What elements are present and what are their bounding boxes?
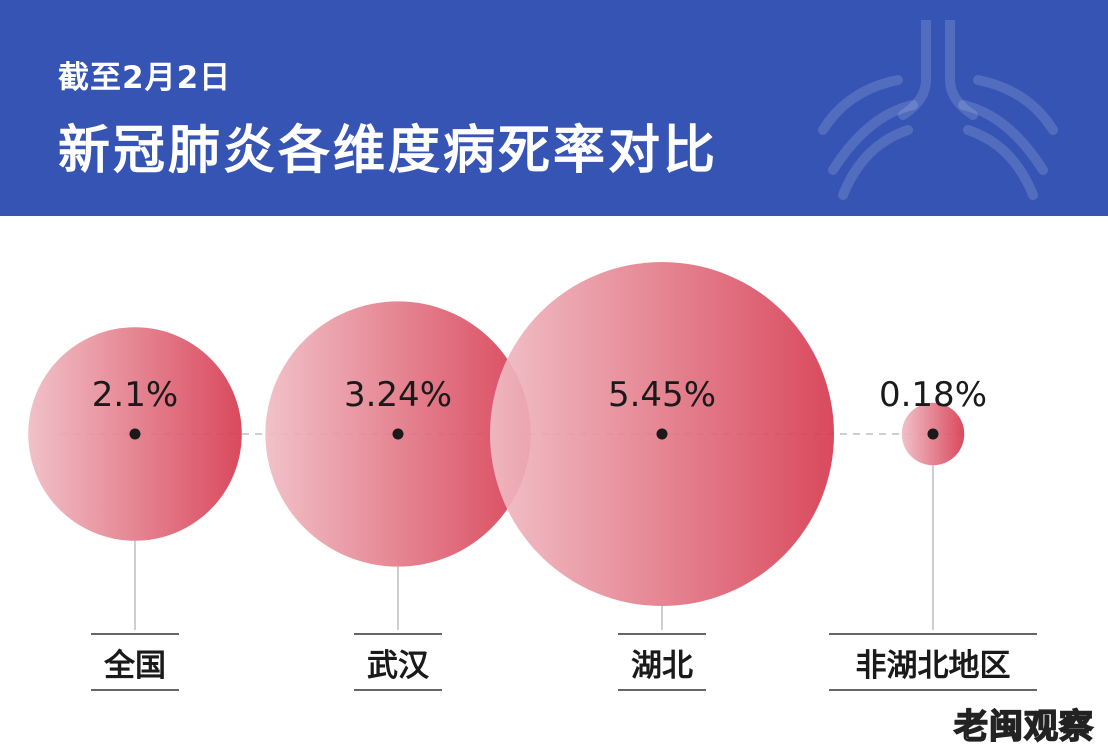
header-banner: 截至2月2日 新冠肺炎各维度病死率对比 [0, 0, 1108, 216]
bubble-center-dot [129, 428, 141, 440]
header-subtitle: 截至2月2日 [58, 60, 232, 96]
value-label: 2.1% [92, 375, 178, 415]
value-label: 3.24% [344, 375, 452, 415]
category-label: 非湖北地区 [856, 648, 1011, 684]
header-title: 新冠肺炎各维度病死率对比 [58, 121, 719, 181]
value-label: 0.18% [879, 375, 987, 415]
category-label: 全国 [103, 648, 166, 684]
bubble-chart: 2.1% 全国 3.24% 武汉 5.45% 湖北 0.18% 非湖北地区 [28, 262, 1037, 691]
bubble-center-dot [656, 428, 668, 440]
watermark-text: 老闽观察 [953, 706, 1094, 748]
bubble-center-dot [927, 428, 939, 440]
category-label: 武汉 [367, 648, 430, 684]
value-label: 5.45% [608, 375, 716, 415]
bubble-center-dot [392, 428, 404, 440]
category-label: 湖北 [631, 648, 693, 684]
lung-icon [818, 20, 1058, 200]
